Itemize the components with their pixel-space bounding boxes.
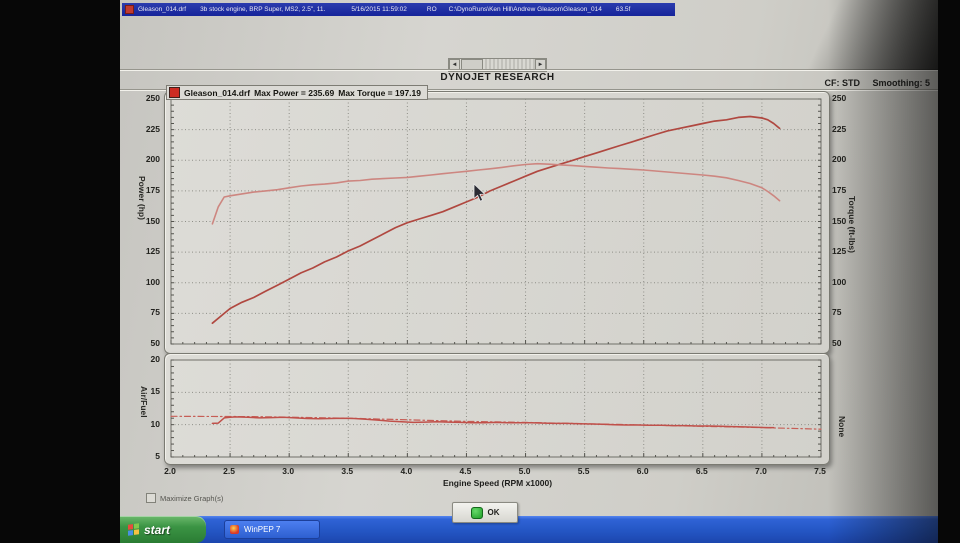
axis-tick-label: 50 (150, 338, 160, 348)
run-datetime: 5/16/2015 11:59:02 (351, 6, 407, 13)
axis-tick-label: 125 (145, 246, 160, 257)
run-temperature: 63.5f (615, 6, 631, 13)
legend-run-name: Gleason_014.drf (184, 87, 251, 98)
run-mode: RO (426, 6, 437, 13)
axis-tick-label: 250 (832, 93, 847, 103)
mouse-cursor (473, 183, 486, 202)
axis-tick-label: 75 (150, 307, 160, 318)
axis-tick-label: 150 (145, 215, 160, 226)
axis-tick-label: 3.5 (341, 466, 354, 476)
x-axis-title: Engine Speed (RPM x1000) (442, 478, 553, 488)
run-color-swatch (169, 87, 180, 98)
axis-tick-label: 175 (832, 184, 847, 195)
axis-tick-label: 75 (832, 307, 842, 318)
correction-smoothing-status: CF: STD Smoothing: 5 (814, 78, 930, 88)
axis-tick-label: 6.0 (636, 466, 649, 476)
axis-tick-label: 200 (145, 154, 160, 165)
airfuel-axis-label: Air/Fuel (139, 386, 149, 418)
axis-tick-label: 10 (150, 418, 160, 429)
axis-tick-label: 2.5 (223, 466, 235, 476)
axis-tick-label: 175 (145, 184, 160, 195)
legend-max-torque: Max Torque = 197.19 (338, 87, 421, 98)
run-file-path: C:\DynoRuns\Ken Hill\Andrew Gleason\Glea… (448, 6, 602, 13)
ok-label: OK (487, 508, 500, 517)
ok-status-button[interactable]: OK (452, 502, 518, 523)
start-button[interactable]: start (120, 516, 206, 543)
taskbar-item-winpep[interactable]: WinPEP 7 (224, 520, 320, 539)
none-axis-label: None (837, 416, 847, 438)
axis-tick-label: 100 (145, 276, 160, 287)
axis-tick-label: 4.5 (459, 466, 472, 476)
axis-tick-label: 2.0 (164, 466, 176, 476)
power-axis-label: Power (hp) (137, 176, 147, 220)
winpep-icon (230, 525, 239, 534)
brand-title: DYNOJET RESEARCH (440, 72, 555, 83)
power-torque-chart (164, 91, 830, 354)
smoothing-label: Smoothing: 5 (872, 78, 931, 88)
run-info-bar: Gleason_014.drf 3b stock engine, BRP Sup… (122, 3, 675, 16)
axis-tick-label: 7.0 (754, 466, 767, 476)
maximize-graphs-label: Maximize Graph(s) (160, 493, 224, 503)
axis-tick-label: 200 (832, 154, 847, 165)
axis-tick-label: 3.0 (282, 466, 295, 476)
axis-tick-label: 250 (145, 93, 160, 103)
axis-tick-label: 6.5 (695, 466, 708, 476)
run-description: 3b stock engine, BRP Super, MS2, 2.5", 1… (200, 6, 326, 13)
axis-tick-label: 50 (832, 338, 842, 348)
taskbar-item-label: WinPEP 7 (244, 525, 281, 534)
horizontal-scrollbar[interactable]: ◄ ► (448, 58, 547, 72)
axis-tick-label: 225 (145, 123, 160, 134)
photo-shade-top-right (678, 0, 938, 70)
axis-tick-label: 15 (150, 386, 160, 397)
monitor-screen: Gleason_014.drf 3b stock engine, BRP Sup… (120, 0, 938, 543)
axis-tick-label: 225 (832, 123, 847, 134)
power-torque-plot (170, 98, 822, 345)
air-fuel-plot (170, 359, 822, 458)
air-fuel-chart (164, 353, 830, 465)
axis-tick-label: 5.0 (518, 466, 531, 476)
axis-tick-label: 5.5 (577, 466, 590, 476)
axis-tick-label: 100 (832, 276, 847, 287)
maximize-graphs-row: Maximize Graph(s) (146, 493, 223, 503)
taskbar: start WinPEP 7 (120, 516, 938, 543)
axis-tick-label: 5 (155, 451, 160, 461)
windows-flag-icon (128, 523, 139, 536)
maximize-graphs-checkbox[interactable] (146, 493, 156, 503)
axis-tick-label: 4.0 (400, 466, 413, 476)
torque-axis-label: Torque (ft-lbs) (847, 196, 857, 253)
header-divider-bottom (120, 89, 938, 91)
run-file-icon (125, 5, 134, 14)
status-green-icon (470, 506, 483, 519)
axis-tick-label: 20 (150, 354, 160, 364)
cf-label: CF: STD (824, 78, 860, 88)
start-label: start (144, 522, 171, 537)
legend-max-power: Max Power = 235.69 (254, 87, 335, 98)
run-legend: Gleason_014.drf Max Power = 235.69 Max T… (166, 85, 428, 100)
run-file-name: Gleason_014.drf (138, 6, 187, 13)
axis-tick-label: 7.5 (814, 466, 826, 476)
header-divider-top (120, 69, 938, 71)
